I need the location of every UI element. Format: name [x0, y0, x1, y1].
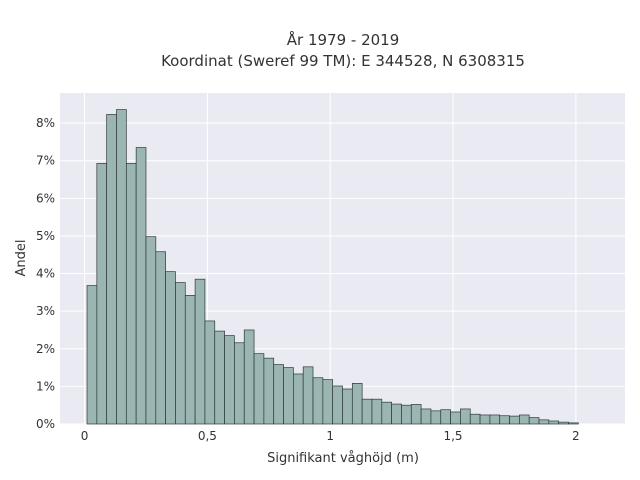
histogram-bar	[86, 285, 98, 425]
histogram-bar	[440, 409, 451, 425]
histogram-bar	[519, 414, 530, 425]
y-tick-label: 5%	[36, 229, 55, 243]
histogram-bar	[155, 251, 166, 425]
histogram-bar	[391, 403, 402, 425]
y-tick-label: 4%	[36, 267, 55, 281]
histogram-bar	[509, 415, 520, 425]
histogram-bar	[568, 422, 579, 425]
histogram-bar	[332, 385, 343, 425]
histogram-bars	[86, 109, 579, 425]
histogram-bar	[410, 404, 422, 425]
histogram-bar	[401, 404, 412, 425]
histogram-bar	[283, 367, 294, 425]
histogram-bar	[479, 414, 491, 425]
histogram-bar	[430, 410, 442, 425]
chart-subtitle: Koordinat (Sweref 99 TM): E 344528, N 63…	[161, 52, 525, 70]
histogram-bar	[548, 420, 560, 425]
histogram-bar	[135, 147, 147, 425]
y-tick-label: 7%	[36, 154, 55, 168]
histogram-bar	[361, 398, 373, 425]
x-tick-label: 2	[572, 429, 580, 443]
histogram-bar	[165, 271, 176, 425]
y-tick-label: 3%	[36, 304, 55, 318]
y-tick-label: 2%	[36, 342, 55, 356]
histogram-bar	[558, 421, 569, 425]
histogram-bar	[322, 379, 334, 425]
x-tick-label: 1	[326, 429, 334, 443]
histogram-bar	[351, 383, 363, 425]
y-tick-label: 1%	[36, 379, 55, 393]
histogram-bar	[489, 414, 501, 425]
histogram-bar	[243, 329, 255, 425]
histogram-bar	[253, 353, 265, 425]
y-tick-label: 6%	[36, 191, 55, 205]
histogram-bar	[371, 398, 383, 425]
histogram-bar	[460, 408, 471, 425]
histogram-bar	[214, 330, 225, 425]
y-tick-label: 0%	[36, 417, 55, 431]
chart-title: År 1979 - 2019	[287, 30, 400, 49]
x-tick-label: 0	[81, 429, 89, 443]
x-axis-label: Signifikant våghöjd (m)	[267, 451, 419, 466]
y-axis-label: Andel	[14, 240, 29, 277]
histogram-bar	[263, 357, 275, 425]
histogram-bar	[528, 417, 540, 425]
histogram-bar	[381, 401, 392, 425]
y-tick-label: 8%	[36, 116, 55, 130]
histogram-bar	[499, 415, 510, 425]
histogram-bar	[302, 366, 314, 425]
x-tick-label: 1,5	[443, 429, 462, 443]
x-axis-ticks: 0 0,5 1 1,5 2	[81, 429, 580, 443]
histogram-bar	[116, 109, 127, 425]
histogram-bar	[194, 278, 206, 425]
histogram-bar	[469, 413, 481, 425]
histogram-bar	[293, 373, 304, 425]
histogram-bar	[175, 282, 186, 425]
histogram-bar	[538, 419, 550, 425]
histogram-bar	[145, 236, 157, 425]
histogram-bar	[273, 364, 284, 425]
histogram-bar	[420, 408, 432, 425]
histogram-bar	[204, 320, 216, 425]
histogram-bar	[224, 335, 235, 425]
histogram-bar	[96, 162, 108, 425]
histogram-bar	[106, 114, 117, 425]
y-axis-ticks: 0% 1% 2% 3% 4% 5% 6% 7% 8%	[36, 116, 55, 431]
histogram-bar	[450, 411, 461, 425]
histogram-bar	[342, 388, 353, 425]
histogram-bar	[125, 162, 137, 425]
histogram-bar	[234, 342, 245, 425]
histogram-bar	[184, 295, 196, 425]
x-tick-label: 0,5	[198, 429, 217, 443]
histogram-bar	[312, 377, 324, 425]
